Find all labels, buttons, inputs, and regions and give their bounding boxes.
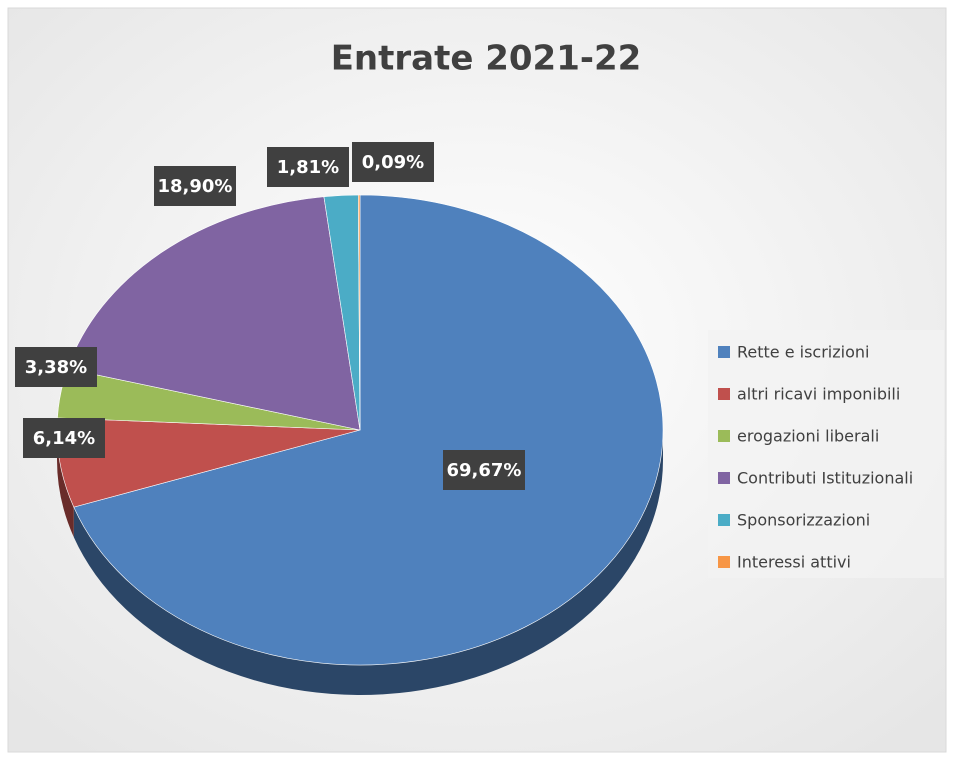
data-label-box	[154, 166, 236, 206]
legend-swatch	[718, 556, 730, 568]
chart-title: Entrate 2021-22	[331, 39, 642, 79]
data-label: 69,67%	[447, 460, 522, 481]
legend-swatch	[718, 388, 730, 400]
legend-label: Contributi Istituzionali	[737, 469, 913, 488]
legend-label: Rette e iscrizioni	[737, 343, 869, 362]
legend-swatch	[718, 346, 730, 358]
legend-swatch	[718, 472, 730, 484]
data-label: 3,38%	[25, 357, 87, 378]
data-label-box	[443, 450, 525, 490]
legend-swatch	[718, 430, 730, 442]
pie-slice	[67, 196, 361, 431]
data-label: 18,90%	[158, 176, 233, 197]
pie-slice	[357, 194, 361, 431]
data-label-box	[352, 142, 434, 182]
legend	[708, 330, 944, 578]
legend-label: erogazioni liberali	[737, 427, 879, 446]
data-label: 1,81%	[277, 157, 339, 178]
legend-label: Sponsorizzazioni	[737, 511, 870, 530]
data-label-box	[267, 147, 349, 187]
data-label-box	[23, 418, 105, 458]
data-label-box	[15, 347, 97, 387]
pie-side	[57, 430, 74, 538]
legend-swatch	[718, 514, 730, 526]
pie-slice	[73, 194, 664, 666]
data-label: 0,09%	[362, 152, 424, 173]
legend-label: altri ricavi imponibili	[737, 385, 900, 404]
legend-label: Interessi attivi	[737, 553, 851, 572]
data-label: 6,14%	[33, 428, 95, 449]
